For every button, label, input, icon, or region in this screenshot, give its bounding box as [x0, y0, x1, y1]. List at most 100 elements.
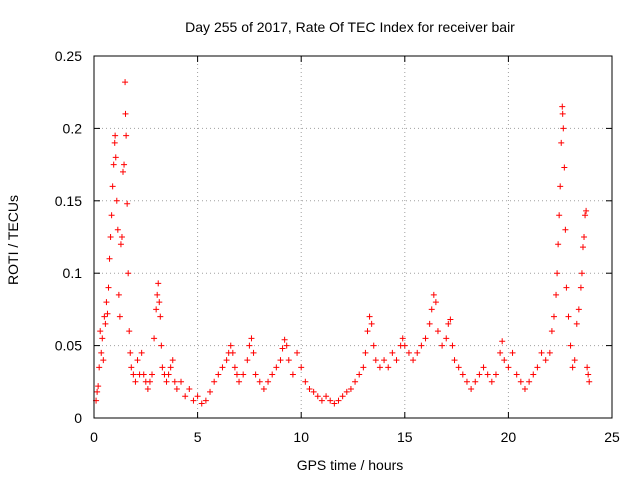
data-point — [449, 342, 456, 349]
data-point — [100, 357, 107, 364]
data-point — [149, 371, 156, 378]
data-point — [294, 349, 301, 356]
data-point — [553, 291, 560, 298]
data-point — [517, 378, 524, 385]
data-point — [368, 320, 375, 327]
y-tick-label: 0.05 — [55, 338, 82, 354]
data-point — [219, 364, 226, 371]
data-point — [125, 270, 132, 277]
data-point — [546, 349, 553, 356]
data-point — [497, 349, 504, 356]
data-point — [521, 386, 528, 393]
data-point — [579, 244, 586, 251]
data-point — [426, 320, 433, 327]
data-point — [111, 139, 118, 146]
data-point — [112, 132, 119, 139]
data-point — [273, 364, 280, 371]
data-point — [159, 364, 166, 371]
data-point — [227, 342, 234, 349]
data-point — [428, 306, 435, 313]
x-axis-title: GPS time / hours — [297, 457, 404, 473]
data-point — [215, 371, 222, 378]
x-tick-label: 25 — [604, 429, 620, 445]
data-point — [389, 349, 396, 356]
data-point — [140, 371, 147, 378]
data-point — [167, 364, 174, 371]
y-tick-label: 0.2 — [63, 120, 83, 136]
x-tick-label: 15 — [397, 429, 413, 445]
data-point — [571, 357, 578, 364]
data-point — [538, 349, 545, 356]
data-point — [472, 378, 479, 385]
data-point — [138, 349, 145, 356]
y-tick-label: 0 — [74, 410, 82, 426]
data-point — [169, 357, 176, 364]
data-point — [414, 349, 421, 356]
data-point — [410, 357, 417, 364]
data-point — [562, 226, 569, 233]
data-point — [364, 328, 371, 335]
data-point — [584, 364, 591, 371]
data-point — [542, 357, 549, 364]
data-point — [122, 110, 129, 117]
data-point — [123, 132, 130, 139]
data-point — [430, 291, 437, 298]
plot-frame — [93, 55, 613, 419]
data-point — [530, 371, 537, 378]
data-point — [376, 364, 383, 371]
data-point — [548, 328, 555, 335]
data-point — [318, 397, 325, 404]
data-point — [279, 345, 286, 352]
data-point — [360, 364, 367, 371]
data-point — [155, 280, 162, 287]
data-points — [93, 79, 593, 407]
data-point — [223, 357, 230, 364]
data-point — [459, 371, 466, 378]
data-point — [559, 110, 566, 117]
data-point — [116, 313, 123, 320]
data-point — [445, 320, 452, 327]
data-point — [509, 349, 516, 356]
axis-ticks — [93, 55, 613, 419]
data-point — [370, 342, 377, 349]
data-point — [443, 335, 450, 342]
data-point — [439, 342, 446, 349]
data-point — [158, 342, 165, 349]
data-point — [207, 388, 214, 395]
data-point — [362, 349, 369, 356]
data-point — [130, 371, 137, 378]
data-point — [555, 241, 562, 248]
data-point — [144, 386, 151, 393]
data-point — [117, 241, 124, 248]
data-point — [198, 400, 205, 407]
data-point — [582, 212, 589, 219]
x-tick-label: 0 — [90, 429, 98, 445]
data-point — [586, 378, 593, 385]
data-point — [252, 371, 259, 378]
data-point — [112, 154, 119, 161]
data-point — [128, 364, 135, 371]
data-point — [488, 378, 495, 385]
data-point — [104, 310, 111, 317]
data-point — [327, 397, 334, 404]
data-point — [289, 371, 296, 378]
data-point — [343, 388, 350, 395]
data-point — [558, 139, 565, 146]
data-point — [211, 378, 218, 385]
data-point — [121, 161, 128, 168]
y-tick-label: 0.1 — [63, 265, 83, 281]
data-point — [573, 320, 580, 327]
data-point — [202, 397, 209, 404]
data-point — [418, 342, 425, 349]
data-point — [156, 299, 163, 306]
data-point — [563, 284, 570, 291]
data-point — [578, 270, 585, 277]
data-point — [269, 371, 276, 378]
data-point — [559, 103, 566, 110]
data-point — [534, 364, 541, 371]
data-point — [356, 371, 363, 378]
data-point — [157, 313, 164, 320]
data-point — [114, 226, 121, 233]
data-point — [277, 357, 284, 364]
data-point — [178, 378, 185, 385]
